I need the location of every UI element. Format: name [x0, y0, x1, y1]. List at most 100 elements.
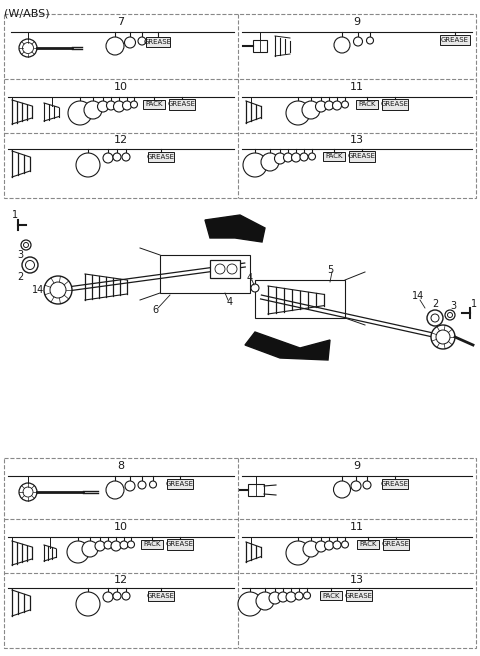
Circle shape — [278, 592, 288, 602]
Circle shape — [67, 541, 89, 563]
Circle shape — [149, 481, 156, 488]
Circle shape — [138, 37, 146, 45]
Circle shape — [300, 153, 308, 161]
Circle shape — [24, 243, 28, 247]
Circle shape — [122, 153, 130, 161]
Text: 13: 13 — [350, 135, 364, 145]
Text: GREASE: GREASE — [147, 154, 175, 160]
Text: 12: 12 — [114, 135, 128, 145]
Text: GREASE: GREASE — [381, 102, 409, 108]
Text: 8: 8 — [118, 461, 125, 471]
Circle shape — [122, 592, 130, 600]
Circle shape — [291, 153, 300, 162]
Bar — [169, 99, 195, 110]
Bar — [248, 484, 264, 496]
Circle shape — [363, 481, 371, 489]
Circle shape — [19, 483, 37, 501]
Circle shape — [22, 257, 38, 273]
Circle shape — [284, 153, 292, 162]
Circle shape — [261, 153, 279, 171]
Circle shape — [84, 101, 102, 119]
Text: 11: 11 — [350, 522, 364, 532]
Bar — [255, 280, 345, 318]
Circle shape — [23, 487, 33, 497]
Bar — [253, 40, 267, 52]
Circle shape — [238, 592, 262, 616]
Bar — [356, 100, 378, 109]
Circle shape — [125, 481, 135, 491]
Bar — [357, 540, 379, 549]
Text: 3: 3 — [17, 250, 23, 260]
Text: 6: 6 — [152, 305, 158, 315]
Circle shape — [76, 592, 100, 616]
Text: PACK: PACK — [143, 541, 161, 548]
Bar — [141, 540, 163, 549]
Circle shape — [138, 481, 146, 489]
Text: PACK: PACK — [359, 541, 377, 548]
Polygon shape — [245, 332, 330, 360]
Circle shape — [111, 541, 121, 551]
Text: 4: 4 — [247, 273, 253, 283]
Bar — [383, 539, 409, 550]
Text: 12: 12 — [114, 575, 128, 585]
Circle shape — [124, 37, 135, 48]
Bar — [320, 591, 342, 600]
Circle shape — [333, 541, 341, 549]
Circle shape — [227, 264, 237, 274]
Circle shape — [286, 592, 296, 602]
Circle shape — [427, 310, 443, 326]
Circle shape — [131, 101, 137, 108]
Circle shape — [95, 541, 105, 551]
Circle shape — [243, 153, 267, 177]
Text: GREASE: GREASE — [381, 481, 409, 487]
Circle shape — [50, 282, 66, 298]
Circle shape — [44, 276, 72, 304]
Circle shape — [269, 592, 281, 604]
Text: 5: 5 — [327, 265, 333, 275]
Text: 1: 1 — [471, 299, 477, 309]
Circle shape — [113, 101, 124, 112]
Circle shape — [353, 37, 362, 46]
Bar — [167, 479, 193, 489]
Text: 10: 10 — [114, 522, 128, 532]
Circle shape — [21, 240, 31, 250]
Text: 2: 2 — [432, 299, 438, 309]
Text: 14: 14 — [32, 285, 44, 295]
Circle shape — [302, 101, 320, 119]
Text: 3: 3 — [450, 301, 456, 311]
Circle shape — [107, 101, 116, 110]
Bar — [382, 479, 408, 489]
Text: 13: 13 — [350, 575, 364, 585]
Text: 7: 7 — [118, 17, 125, 27]
Text: GREASE: GREASE — [345, 592, 373, 598]
Text: GREASE: GREASE — [382, 541, 410, 548]
Bar — [167, 539, 193, 550]
Circle shape — [286, 541, 310, 565]
Circle shape — [256, 592, 274, 610]
Circle shape — [324, 101, 334, 110]
Circle shape — [106, 37, 124, 55]
Circle shape — [351, 481, 361, 491]
Circle shape — [431, 325, 455, 349]
Text: GREASE: GREASE — [166, 481, 194, 487]
Bar — [349, 151, 375, 162]
Circle shape — [333, 101, 341, 110]
Circle shape — [286, 101, 310, 125]
Text: GREASE: GREASE — [168, 102, 196, 108]
Bar — [143, 100, 165, 109]
Bar — [323, 152, 345, 161]
Bar — [440, 35, 470, 45]
Text: PACK: PACK — [145, 102, 163, 108]
Text: 1: 1 — [12, 210, 18, 220]
Bar — [146, 37, 170, 47]
Circle shape — [23, 43, 34, 54]
Bar — [4, 458, 476, 648]
Circle shape — [315, 541, 326, 552]
Bar — [148, 591, 174, 601]
Text: GREASE: GREASE — [147, 593, 175, 599]
Circle shape — [103, 592, 113, 602]
Text: PACK: PACK — [322, 592, 340, 598]
Circle shape — [445, 310, 455, 320]
Text: (W/ABS): (W/ABS) — [4, 8, 49, 18]
Circle shape — [251, 284, 259, 292]
